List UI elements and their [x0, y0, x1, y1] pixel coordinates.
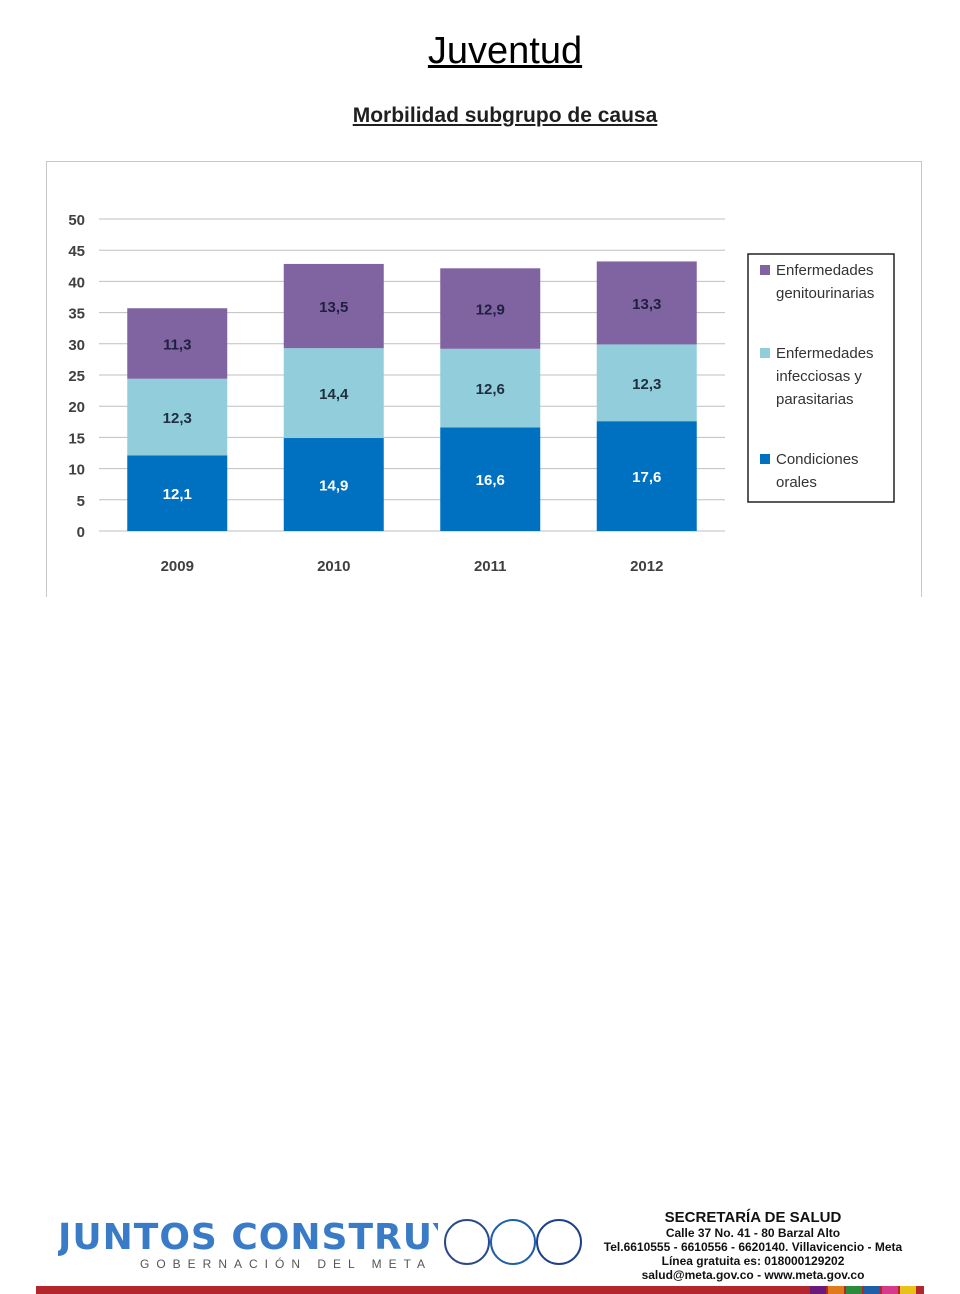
y-tick-label: 20 — [68, 399, 85, 416]
logo-letters: JUNTOS CONSTRUYENDO — [58, 1217, 438, 1257]
iso-certification-icon — [490, 1219, 536, 1265]
bar-segment — [127, 455, 228, 531]
y-tick-label: 40 — [68, 274, 85, 291]
stripe-accent — [828, 1286, 844, 1294]
x-tick-label: 2011 — [474, 558, 507, 575]
secretaria-address: Calle 37 No. 41 - 80 Barzal Alto — [665, 1226, 841, 1240]
data-label: 12,6 — [476, 381, 505, 398]
data-label: 12,1 — [163, 486, 192, 503]
y-tick-label: 30 — [68, 337, 85, 354]
stripe-accent — [900, 1286, 916, 1294]
data-label: 12,3 — [632, 376, 661, 393]
data-label: 16,6 — [476, 472, 505, 489]
secretaria-free-line: Línea gratuita es: 018000129202 — [661, 1254, 845, 1268]
bar-segment — [440, 427, 541, 531]
stacked-bar-chart: 0 5 10 15 20 25 30 35 40 45 50 12,1 12,3 11,3 14,9 14,… — [68, 212, 895, 575]
iqnet-certification-icon — [536, 1219, 582, 1265]
juntos-construyendo-logo-icon: JUNTOS CONSTRUYENDO — [55, 1217, 578, 1258]
y-tick-label: 0 — [77, 524, 85, 541]
x-tick-label: 2010 — [317, 558, 350, 575]
logo-subtitle: GOBERNACIÓN DEL META — [140, 1257, 433, 1271]
secretaria-title: SECRETARÍA DE SALUD — [664, 1209, 842, 1226]
bar-segment — [283, 263, 384, 349]
x-tick-label: 2012 — [630, 558, 663, 575]
page-subtitle: Morbilidad subgrupo de causa — [352, 104, 658, 127]
stripe-accent — [864, 1286, 880, 1294]
legend-label: orales — [776, 474, 817, 491]
y-tick-label: 25 — [68, 368, 85, 385]
bar-segment — [440, 268, 541, 349]
bar-segment — [596, 344, 697, 422]
legend-label: Enfermedades — [776, 262, 874, 279]
chart-frame: 0 5 10 15 20 25 30 35 40 45 50 12,1 12,3 11,3 14,9 14,… — [46, 161, 922, 599]
data-label: 12,3 — [163, 410, 192, 427]
secretaria-contact-web: salud@meta.gov.co - www.meta.gov.co — [641, 1268, 865, 1282]
y-tick-label: 35 — [68, 306, 85, 323]
y-tick-label: 45 — [68, 243, 85, 260]
bar-segment — [596, 421, 697, 531]
bar-segment — [596, 261, 697, 345]
stripe-accent — [810, 1286, 826, 1294]
data-label: 14,9 — [319, 478, 348, 495]
footer: JUNTOS CONSTRUYENDO GOBERNACIÓN DEL META… — [0, 597, 960, 1294]
bar-segment — [127, 378, 228, 456]
secretaria-phones: Tel.6610555 - 6610556 - 6620140. Villavi… — [603, 1240, 903, 1254]
secretaria-contact: SECRETARÍA DE SALUD Calle 37 No. 41 - 80… — [588, 1209, 918, 1282]
y-tick-label: 10 — [68, 462, 85, 479]
x-tick-label: 2009 — [161, 558, 194, 575]
legend-label: Condiciones — [776, 451, 859, 468]
legend-swatch — [760, 454, 770, 464]
bar-segment — [127, 308, 228, 379]
bars: 12,1 12,3 11,3 14,9 14,4 13,5 16,6 12,6 12,9 17,6… — [127, 261, 697, 531]
x-axis-ticks: 2009 2010 2011 2012 — [161, 558, 664, 575]
legend-box — [747, 253, 895, 503]
data-label: 14,4 — [319, 386, 349, 403]
data-label: 13,5 — [319, 299, 348, 316]
bar-segment — [283, 348, 384, 439]
bar-segment — [283, 438, 384, 531]
legend-label: genitourinarias — [776, 285, 874, 302]
data-label: 12,9 — [476, 302, 505, 319]
legend-swatch — [760, 348, 770, 358]
data-label: 13,3 — [632, 296, 661, 313]
legend-label: parasitarias — [776, 391, 854, 408]
legend-label: infecciosas y — [776, 368, 862, 385]
y-tick-label: 5 — [77, 493, 85, 510]
data-label: 11,3 — [163, 336, 191, 353]
footer-stripe — [36, 1286, 924, 1294]
stripe-accent — [846, 1286, 862, 1294]
meta-seal-icon — [444, 1219, 490, 1265]
legend-swatch — [760, 265, 770, 275]
stripe-accent — [882, 1286, 898, 1294]
legend-label: Enfermedades — [776, 345, 874, 362]
y-tick-label: 15 — [68, 430, 85, 447]
legend: Enfermedades genitourinarias Enfermedades i… — [747, 253, 895, 503]
data-label: 17,6 — [632, 469, 661, 486]
bar-segment — [440, 348, 541, 428]
y-axis-ticks: 0 5 10 15 20 25 30 35 40 45 50 — [68, 212, 85, 541]
y-tick-label: 50 — [68, 212, 85, 229]
page-title: Juventud — [427, 30, 583, 72]
